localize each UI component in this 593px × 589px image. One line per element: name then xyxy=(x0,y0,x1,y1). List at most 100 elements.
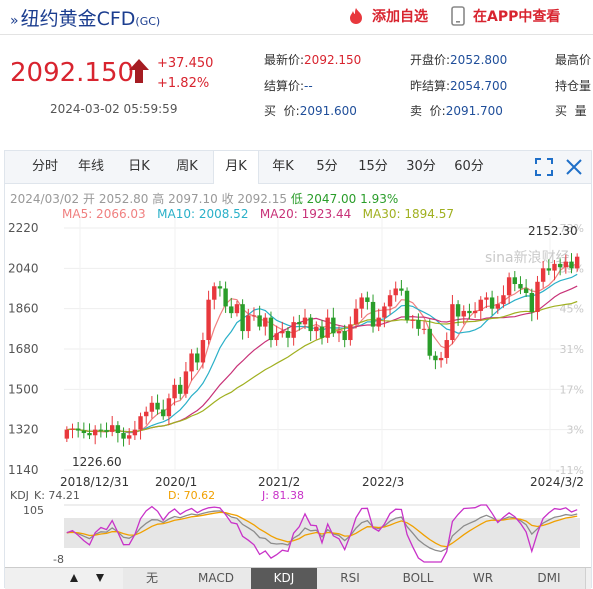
candle-body xyxy=(552,263,557,271)
tab-yearly-k[interactable]: 年K xyxy=(272,159,294,174)
candle-body xyxy=(348,324,353,341)
candle-body xyxy=(546,268,552,271)
candle-body xyxy=(189,353,194,372)
candle-body xyxy=(365,297,370,302)
candle-body xyxy=(529,292,535,313)
indicator-macd[interactable]: MACD xyxy=(181,568,252,589)
candle-body xyxy=(121,433,126,439)
candle-body xyxy=(382,306,387,318)
up-arrow-icon xyxy=(129,59,149,83)
y-tick-label: 2040 xyxy=(8,261,39,275)
x-tick-label: 2020/1 xyxy=(155,475,197,489)
candle-body xyxy=(506,277,512,296)
double-chevron-icon: » xyxy=(10,13,19,29)
candle-body xyxy=(387,295,393,307)
candle-body xyxy=(234,304,240,314)
indicator-wr[interactable]: WR xyxy=(453,568,514,589)
candle-body xyxy=(223,288,228,307)
indicator-kdj[interactable]: KDJ xyxy=(251,568,318,589)
indicator-none[interactable]: 无 xyxy=(123,568,182,589)
ma10-line xyxy=(66,273,578,433)
candle-body xyxy=(263,317,268,327)
quote-timestamp: 2024-03-02 05:59:59 xyxy=(50,102,178,116)
scroll-up-icon[interactable] xyxy=(69,573,79,583)
indicator-dmi[interactable]: DMI xyxy=(513,568,586,589)
ma-legend: MA5: 2066.03 MA10: 2008.52 MA20: 1923.44… xyxy=(62,207,454,221)
kdj-d-line xyxy=(66,511,578,548)
candle-body xyxy=(433,355,438,361)
pct-tick-label: 3% xyxy=(567,424,584,437)
candle-body xyxy=(512,277,517,285)
candle-body xyxy=(438,357,444,361)
kdj-top-tick: 105 xyxy=(23,504,44,517)
quote-settle: 结算价:-- xyxy=(264,79,313,93)
candle-body xyxy=(87,433,92,436)
add-favorite-button[interactable]: 添加自选 xyxy=(346,6,428,26)
candle-body xyxy=(557,263,563,268)
watermark: sina新浪财经 xyxy=(485,250,570,266)
tab-30min[interactable]: 30分 xyxy=(406,159,436,174)
quote-ask: 卖 价:2091.700 xyxy=(410,104,503,118)
candle-body xyxy=(523,288,529,293)
candle-body xyxy=(155,402,160,410)
tab-60min[interactable]: 60分 xyxy=(454,159,484,174)
pct-tick-label: -11% xyxy=(556,464,584,477)
tab-weekly-k[interactable]: 周K xyxy=(176,159,198,174)
candle-body xyxy=(81,430,87,434)
kdj-k-label: K: 74.21 xyxy=(34,489,80,502)
candle-body xyxy=(109,425,115,432)
quote-open: 开盘价:2052.800 xyxy=(410,53,508,67)
tab-annual-line[interactable]: 年线 xyxy=(77,159,104,174)
indicator-boll[interactable]: BOLL xyxy=(383,568,454,589)
kdj-bottom-tick: -8 xyxy=(53,553,64,566)
y-tick-label: 1320 xyxy=(8,423,39,437)
candle-body xyxy=(195,353,200,363)
candle-body xyxy=(297,322,302,325)
kdj-title: KDJ xyxy=(10,489,29,502)
pct-tick-label: 17% xyxy=(560,383,584,396)
candle-body xyxy=(104,430,109,432)
candle-body xyxy=(302,317,308,325)
header-divider xyxy=(0,34,593,35)
candle-body xyxy=(467,310,472,314)
candle-body xyxy=(444,340,449,358)
candle-body xyxy=(285,331,291,338)
candle-body xyxy=(518,284,523,289)
candle-body xyxy=(291,322,296,338)
open-in-app-button[interactable]: 在APP中查看 xyxy=(451,6,560,26)
candle-body xyxy=(246,315,251,332)
candle-body xyxy=(563,261,569,268)
y-tick-label: 1500 xyxy=(8,382,39,396)
x-tick-label: 2024/3/2 xyxy=(530,475,584,489)
kline-chart[interactable]: sina新浪财经 2220 73%2040 59%1860 45%1680 31%150… xyxy=(0,0,593,568)
candle-body xyxy=(172,384,177,399)
candle-body xyxy=(274,333,279,341)
tab-15min[interactable]: 15分 xyxy=(358,159,388,174)
candle-body xyxy=(144,411,149,417)
candle-body xyxy=(410,319,415,321)
candle-body xyxy=(75,428,81,431)
indicator-rsi[interactable]: RSI xyxy=(317,568,384,589)
candle-body xyxy=(331,317,336,334)
candle-body xyxy=(450,304,455,341)
candle-body xyxy=(399,288,404,291)
tab-monthly-k[interactable]: 月K xyxy=(213,151,259,184)
candle-body xyxy=(325,317,330,338)
close-icon[interactable] xyxy=(565,158,583,176)
page-title: » 纽约黄金CFD(GC) xyxy=(10,8,161,30)
scroll-down-icon[interactable] xyxy=(95,573,105,583)
quote-prev-settle: 昨结算:2054.700 xyxy=(410,79,508,93)
tab-intraday[interactable]: 分时 xyxy=(31,159,58,174)
min-price-label: 1226.60 xyxy=(72,455,122,469)
tab-5min[interactable]: 5分 xyxy=(316,159,338,174)
candle-body xyxy=(132,429,138,436)
phone-icon xyxy=(451,6,465,26)
change-percent: +1.82% xyxy=(157,76,210,91)
ma5-label: MA5: 2066.03 xyxy=(62,207,146,221)
fullscreen-icon[interactable] xyxy=(535,158,553,176)
candle-body xyxy=(251,315,257,317)
tab-daily-k[interactable]: 日K xyxy=(128,159,150,174)
candle-body xyxy=(161,409,166,417)
candle-body xyxy=(574,256,580,269)
candle-body xyxy=(478,299,483,311)
